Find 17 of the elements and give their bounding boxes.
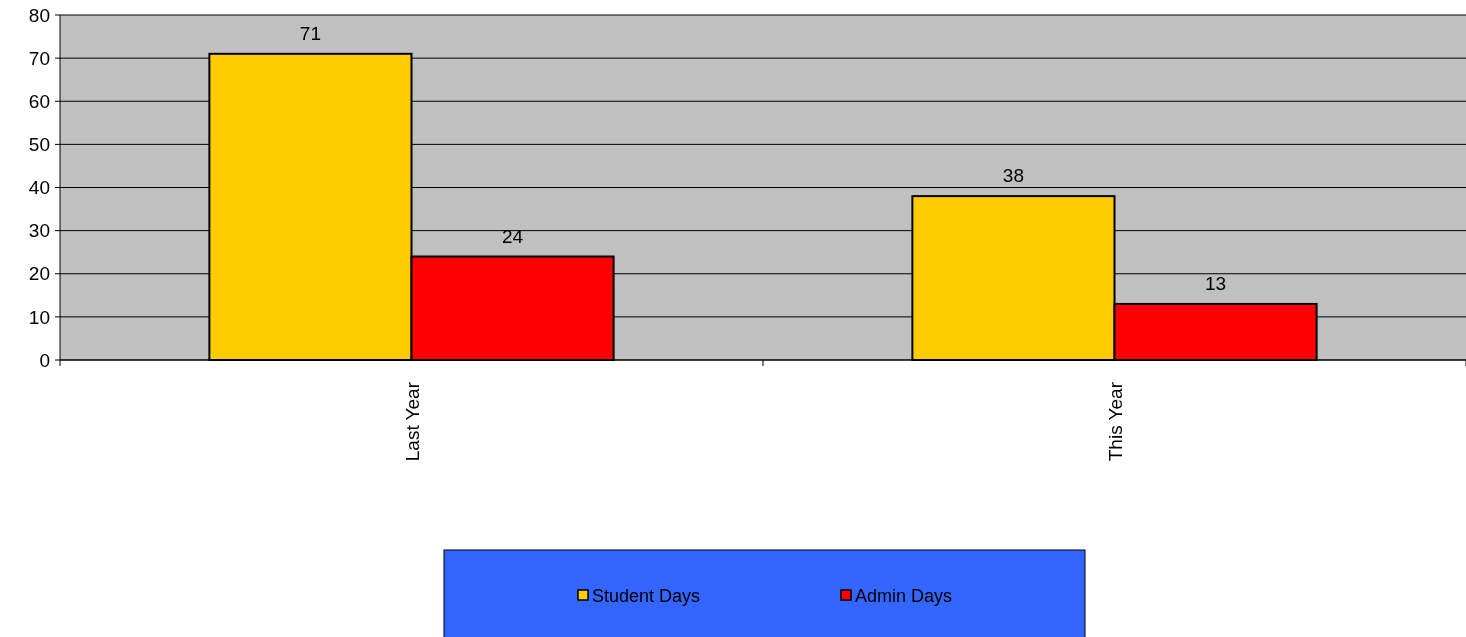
x-tick-label: Last Year — [401, 381, 423, 462]
data-label: 38 — [1002, 165, 1025, 187]
y-tick-label: 20 — [28, 263, 50, 285]
data-label: 24 — [501, 225, 524, 247]
y-tick-label: 10 — [28, 306, 50, 328]
y-tick-label: 50 — [28, 134, 50, 156]
y-tick-label: 60 — [28, 90, 50, 112]
data-label: 13 — [1204, 272, 1227, 294]
legend-label: Admin Days — [855, 586, 953, 607]
y-tick-label: 40 — [28, 177, 50, 199]
y-tick-label: 70 — [28, 47, 50, 69]
y-tick-label: 80 — [28, 4, 50, 26]
legend-label: Student Days — [592, 586, 701, 607]
y-tick-label: 0 — [39, 349, 50, 371]
data-label: 71 — [299, 22, 322, 44]
x-tick-label: This Year — [1104, 381, 1126, 462]
y-tick-label: 30 — [28, 220, 50, 242]
